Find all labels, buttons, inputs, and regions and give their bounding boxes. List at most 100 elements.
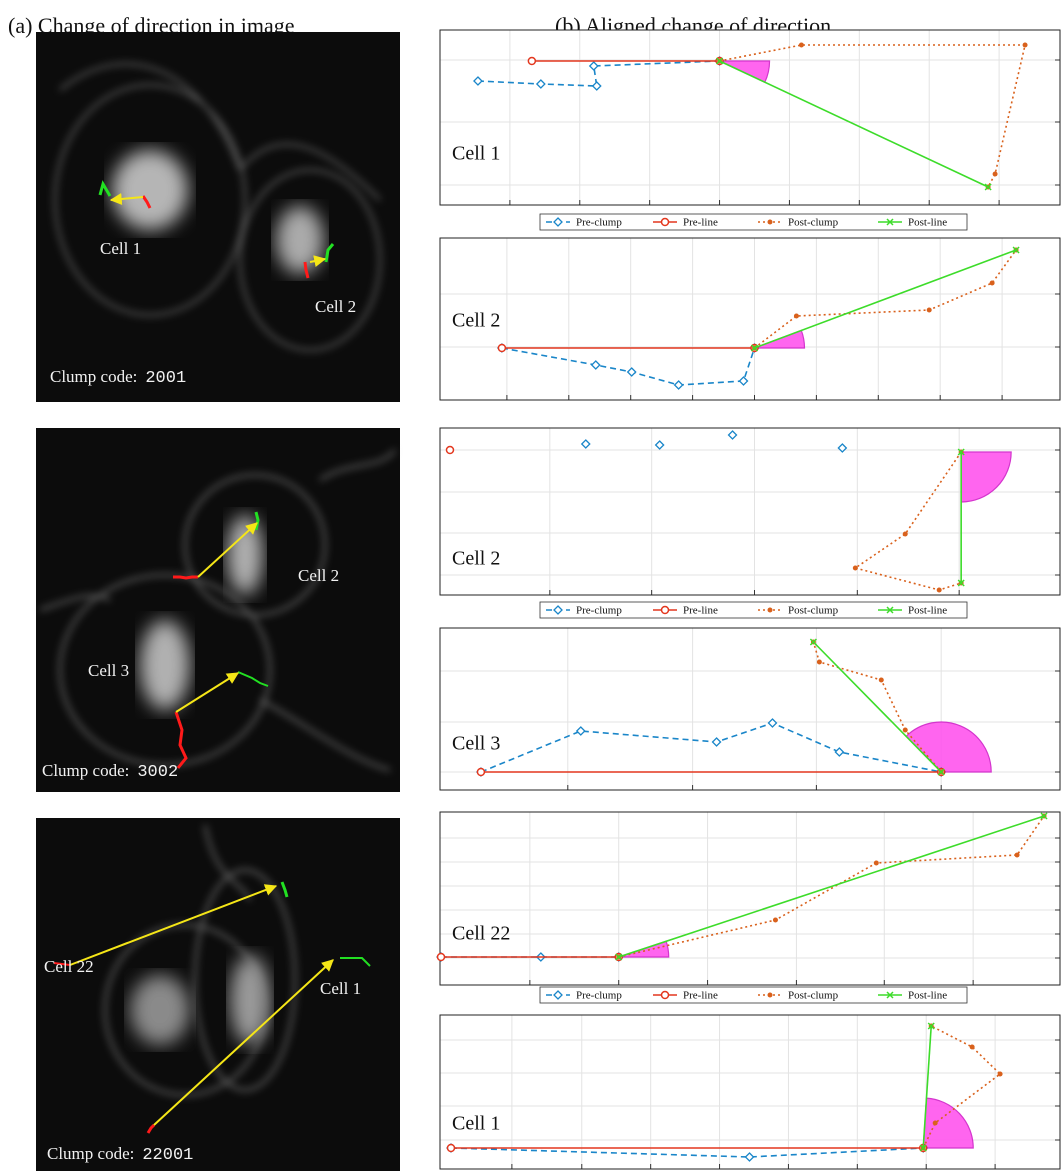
plot-frame (439, 237, 1061, 401)
marker (744, 1152, 755, 1162)
cell-label: Cell 2 (452, 310, 500, 332)
series-line (922, 1025, 933, 1149)
marker (969, 1044, 975, 1050)
marker (937, 768, 945, 776)
angle-wedge (960, 451, 1012, 503)
series-line (812, 641, 942, 773)
marker (902, 531, 908, 537)
clump-code: Clump code: 3002 (42, 761, 178, 783)
marker (957, 579, 965, 587)
series-line (450, 1147, 924, 1158)
legend-label: Pre-clump (576, 990, 622, 1002)
legend-box (539, 213, 968, 231)
legend-label: Pre-clump (576, 217, 622, 229)
plot-area (440, 30, 1060, 205)
cell-label: Cell 2 (452, 548, 500, 570)
marker (809, 638, 817, 646)
marker (527, 56, 537, 66)
micrograph: Cell 2 Cell 3 Clump code: 3002 (36, 428, 400, 792)
marker (476, 767, 486, 777)
cell-label: Cell 1 (452, 143, 500, 165)
marker (772, 917, 778, 923)
marker (873, 860, 879, 866)
legend-label: Post-line (908, 605, 947, 617)
marker (750, 344, 759, 352)
marker (591, 81, 602, 91)
marker (580, 439, 591, 449)
marker (588, 61, 599, 71)
cell-label: Cell 3 (452, 733, 500, 755)
legend-marker (886, 606, 894, 614)
marker (997, 1071, 1003, 1077)
cell-label: Cell 1 (100, 239, 141, 258)
marker (738, 376, 749, 386)
legend-marker (767, 992, 773, 998)
legend-label: Post-clump (788, 217, 839, 229)
marker (497, 343, 507, 353)
plot-area (440, 428, 1060, 595)
marker (716, 57, 724, 65)
marker (673, 380, 684, 390)
legend-box (539, 601, 968, 619)
clump-code: Clump code: 22001 (47, 1144, 193, 1166)
cell-label: Cell 22 (44, 957, 94, 976)
micrograph: Cell 22 Cell 1 Clump code: 22001 (36, 818, 400, 1171)
plot-area (440, 238, 1060, 400)
marker (535, 79, 546, 89)
cell-label: Cell 2 (298, 566, 339, 585)
legend-label: Pre-clump (576, 605, 622, 617)
plot-frame (439, 1014, 1061, 1170)
clump-code-value: 22001 (142, 1146, 193, 1165)
legend-label: Post-line (908, 990, 947, 1002)
marker (1014, 852, 1020, 858)
micrograph: Cell 1 Cell 2 Clump code: 2001 (36, 32, 400, 402)
legend-label: Post-clump (788, 990, 839, 1002)
clump-code: Clump code: 2001 (50, 367, 186, 389)
series-line (719, 60, 989, 188)
plot-frame (439, 427, 1061, 596)
series-line (719, 44, 1027, 188)
legend-marker (886, 218, 894, 226)
series-line (501, 347, 756, 386)
marker (798, 42, 804, 48)
marker (957, 448, 965, 456)
legend-marker (886, 991, 894, 999)
marker (473, 76, 483, 86)
legend-label: Post-clump (788, 605, 839, 617)
marker (927, 1022, 935, 1030)
marker (926, 307, 932, 313)
marker (793, 313, 799, 319)
angle-wedge (922, 1097, 974, 1149)
marker (445, 445, 455, 455)
series-line (480, 722, 942, 773)
series-line (853, 451, 962, 591)
clump-code-value: 2001 (145, 369, 186, 388)
legend-label: Pre-line (683, 990, 718, 1002)
cell-label: Cell 1 (452, 1113, 500, 1135)
marker (984, 183, 992, 191)
legend-label: Post-line (908, 217, 947, 229)
marker (767, 718, 778, 728)
plot-frame (439, 811, 1061, 986)
marker (919, 1144, 927, 1152)
legend-marker (767, 607, 773, 613)
marker (727, 430, 738, 440)
marker (626, 367, 637, 377)
legend-marker (660, 605, 670, 615)
legend-marker (553, 990, 563, 1000)
legend-marker (660, 990, 670, 1000)
marker (878, 677, 884, 683)
angle-wedge (905, 721, 992, 773)
legend-box (539, 986, 968, 1004)
marker (590, 360, 601, 370)
marker (902, 727, 908, 733)
legend-marker (660, 217, 670, 227)
cell-label: Cell 2 (315, 297, 356, 316)
marker (834, 747, 845, 757)
clump-code-value: 3002 (137, 763, 178, 782)
clump-code-prefix: Clump code: (42, 761, 129, 780)
plot-frame (439, 627, 1061, 791)
legend-label: Pre-line (683, 217, 718, 229)
legend-label: Pre-line (683, 605, 718, 617)
